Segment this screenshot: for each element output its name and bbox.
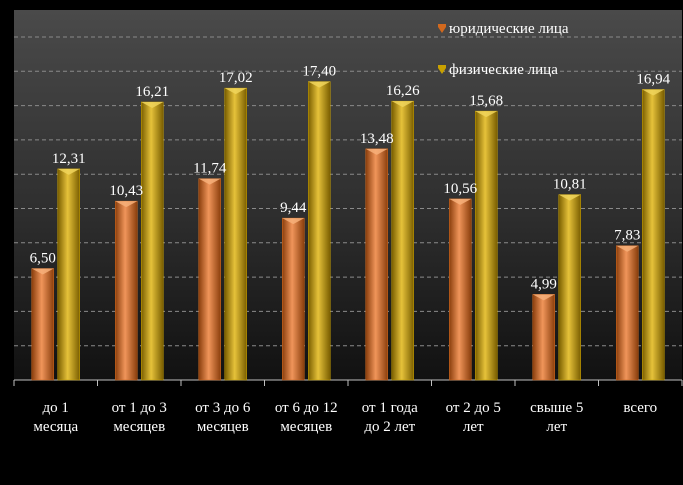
data-label: 16,21 [135,84,169,100]
bar-cap [391,101,414,108]
category-label: месяцев [197,419,249,435]
bar-series-1 [282,217,305,381]
bar-series-2 [642,89,665,381]
legend-swatch [438,27,446,33]
data-label: 9,44 [280,200,307,216]
data-label: 13,48 [360,131,394,147]
data-labels: 6,50 12,31 10,43 16,21 11,74 17,02 9,44 17,40 13… [30,64,671,293]
bar-cap [224,88,247,95]
legend-label: юридические лица [449,21,569,37]
bar-cap [558,194,581,201]
bar-series-1 [532,294,555,381]
bar-series-2 [57,168,80,381]
bar-cap [616,245,639,252]
data-label: 12,31 [52,151,86,167]
legend-swatch-top [438,24,446,27]
bar-series-2 [141,101,164,381]
category-label: до 2 лет [364,419,415,435]
category-label: месяца [33,419,78,435]
bar-cap [198,178,221,185]
bar-cap [642,89,665,96]
category-label: до 1 [43,400,69,416]
legend: юридические лица физические лица [438,21,569,78]
data-label: 17,02 [219,70,253,86]
bar-series-1 [31,268,54,381]
bar-cap [282,218,305,225]
legend-label: физические лица [449,62,558,78]
bar-series-2 [391,100,414,381]
category-label: месяцев [113,419,165,435]
category-labels: до 1 месяца от 1 до 3 месяцев от 3 до 6 месяц… [33,400,657,435]
data-label: 17,40 [302,64,336,80]
bar-cap [141,101,164,108]
data-label: 11,74 [193,161,227,177]
category-label: от 1 года [362,400,418,416]
bar-cap [115,201,138,208]
category-label: от 3 до 6 [195,400,251,416]
data-label: 6,50 [30,251,56,267]
legend-swatch [438,68,446,74]
bar-series-1 [115,200,138,381]
data-label: 4,99 [531,276,557,292]
bar-cap [475,111,498,118]
data-label: 16,26 [386,83,420,99]
data-label: 16,94 [636,71,670,87]
data-label: 7,83 [614,228,640,244]
legend-swatch-top [438,65,446,68]
data-label: 15,68 [469,93,503,109]
bar-series-1 [616,245,639,381]
bar-series-2 [224,87,247,381]
data-label: 10,43 [109,183,143,199]
bar-series-2 [558,194,581,381]
x-axis [13,379,683,386]
bar-cap [532,294,555,301]
bars [31,81,665,381]
category-label: свыше 5 [530,400,583,416]
category-label: от 1 до 3 [112,400,167,416]
data-label: 10,81 [553,177,587,193]
bar-cap [449,198,472,205]
bar-series-1 [198,178,221,381]
bar-series-1 [449,198,472,381]
category-label: месяцев [280,419,332,435]
bar-cap [31,268,54,275]
category-label: лет [463,419,484,435]
bar-series-2 [308,81,331,381]
bar-cap [308,81,331,88]
bar-series-1 [365,148,388,381]
category-label: от 2 до 5 [446,400,501,416]
bar-series-2 [475,110,498,381]
bar-cap [365,148,388,155]
category-label: всего [623,400,657,416]
category-label: от 6 до 12 [275,400,338,416]
bar-cap [57,168,80,175]
data-label: 10,56 [443,181,477,197]
category-label: лет [546,419,567,435]
